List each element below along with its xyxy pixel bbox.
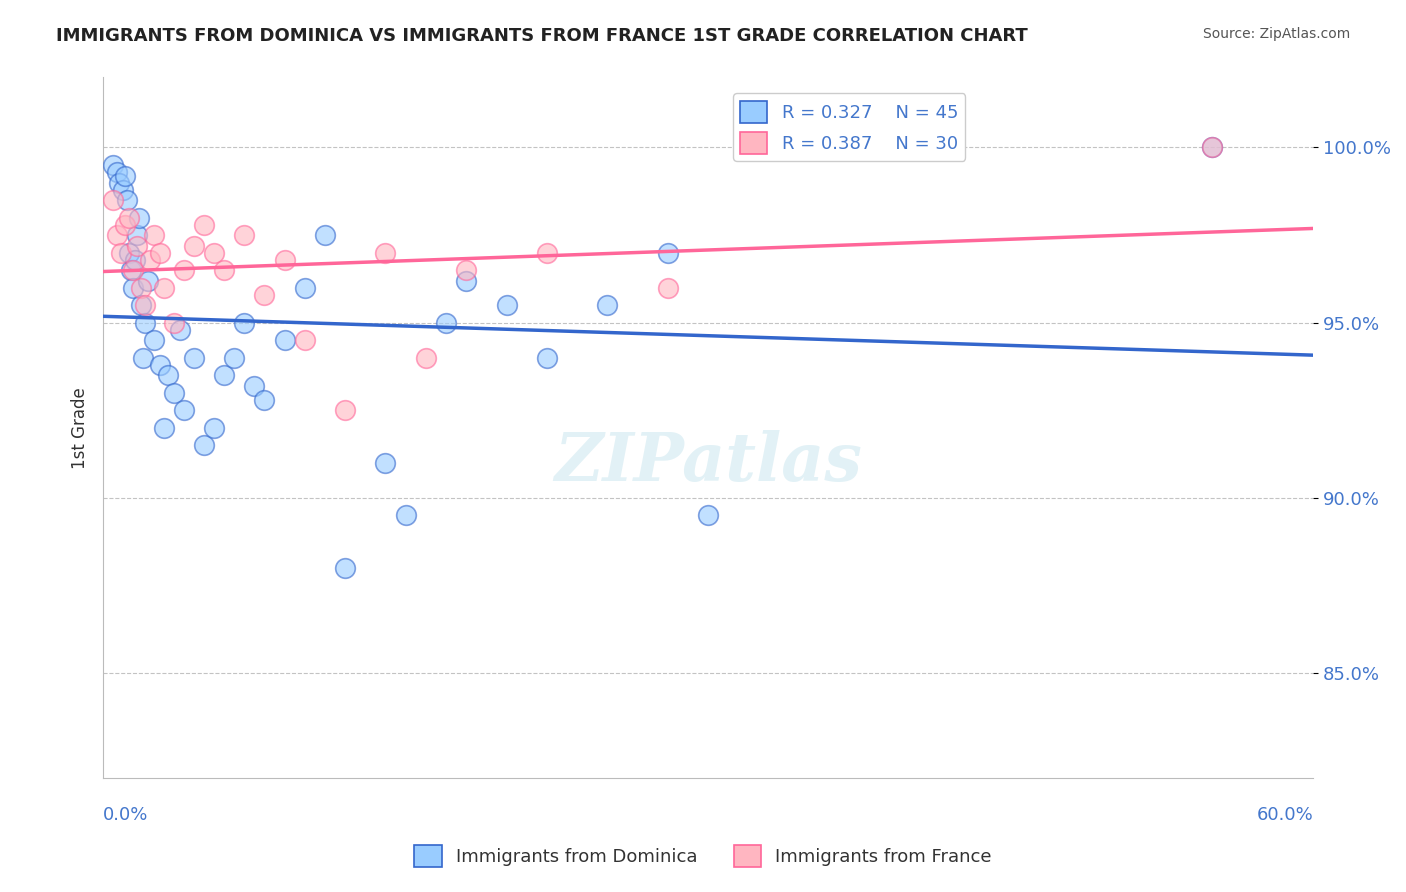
Point (273, 333, 295, 347)
Text: 60.0%: 60.0% (1257, 806, 1313, 824)
Point (136, 274, 159, 288)
Point (596, 298, 619, 312)
Point (273, 252, 295, 267)
Point (374, 456, 396, 470)
Point (112, 182, 135, 196)
Point (142, 228, 165, 243)
Point (114, 169, 136, 183)
Point (456, 263, 478, 277)
Text: 0.0%: 0.0% (103, 806, 149, 824)
Point (152, 280, 174, 294)
Point (149, 245, 172, 260)
Point (152, 421, 174, 435)
Point (173, 403, 195, 417)
Point (243, 378, 266, 392)
Point (697, 508, 720, 523)
Point (333, 561, 356, 575)
Point (163, 316, 186, 330)
Point (118, 211, 141, 225)
Point (253, 287, 276, 301)
Point (103, 158, 125, 172)
Point (114, 218, 136, 232)
Y-axis label: 1st Grade: 1st Grade (72, 387, 89, 468)
Legend: R = 0.327    N = 45, R = 0.387    N = 30: R = 0.327 N = 45, R = 0.387 N = 30 (733, 94, 966, 161)
Point (536, 245, 558, 260)
Point (224, 351, 246, 365)
Text: IMMIGRANTS FROM DOMINICA VS IMMIGRANTS FROM FRANCE 1ST GRADE CORRELATION CHART: IMMIGRANTS FROM DOMINICA VS IMMIGRANTS F… (56, 27, 1028, 45)
Point (122, 263, 145, 277)
Point (117, 193, 139, 207)
Point (163, 385, 186, 400)
Point (495, 298, 517, 312)
Point (233, 316, 256, 330)
Point (294, 333, 316, 347)
Point (105, 228, 128, 243)
Point (202, 421, 225, 435)
Point (657, 280, 679, 294)
Point (110, 245, 132, 260)
Point (103, 193, 125, 207)
Point (1201, 140, 1223, 154)
Point (434, 316, 457, 330)
Point (156, 368, 179, 383)
Point (294, 280, 316, 294)
Point (149, 358, 172, 372)
Point (105, 165, 128, 179)
Point (127, 238, 149, 252)
Point (536, 351, 558, 365)
Point (212, 368, 235, 383)
Point (657, 245, 679, 260)
Point (131, 280, 153, 294)
Point (169, 323, 191, 337)
Point (134, 316, 156, 330)
Point (202, 245, 225, 260)
Point (122, 280, 145, 294)
Point (415, 351, 437, 365)
Text: Source: ZipAtlas.com: Source: ZipAtlas.com (1202, 27, 1350, 41)
Legend: Immigrants from Dominica, Immigrants from France: Immigrants from Dominica, Immigrants fro… (408, 838, 998, 874)
Point (314, 228, 336, 243)
Point (138, 252, 160, 267)
Point (395, 508, 418, 523)
Point (183, 351, 205, 365)
Point (132, 351, 155, 365)
Point (212, 263, 235, 277)
Point (134, 298, 156, 312)
Point (333, 403, 356, 417)
Point (1201, 140, 1223, 154)
Point (128, 211, 150, 225)
Point (131, 298, 153, 312)
Point (233, 228, 256, 243)
Point (118, 245, 141, 260)
Point (173, 263, 195, 277)
Point (183, 238, 205, 252)
Point (456, 274, 478, 288)
Point (193, 218, 215, 232)
Point (108, 176, 131, 190)
Point (193, 438, 215, 452)
Point (374, 245, 396, 260)
Text: ZIPatlas: ZIPatlas (554, 430, 862, 495)
Point (253, 392, 276, 407)
Point (142, 333, 165, 347)
Point (127, 228, 149, 243)
Point (124, 252, 146, 267)
Point (120, 263, 142, 277)
